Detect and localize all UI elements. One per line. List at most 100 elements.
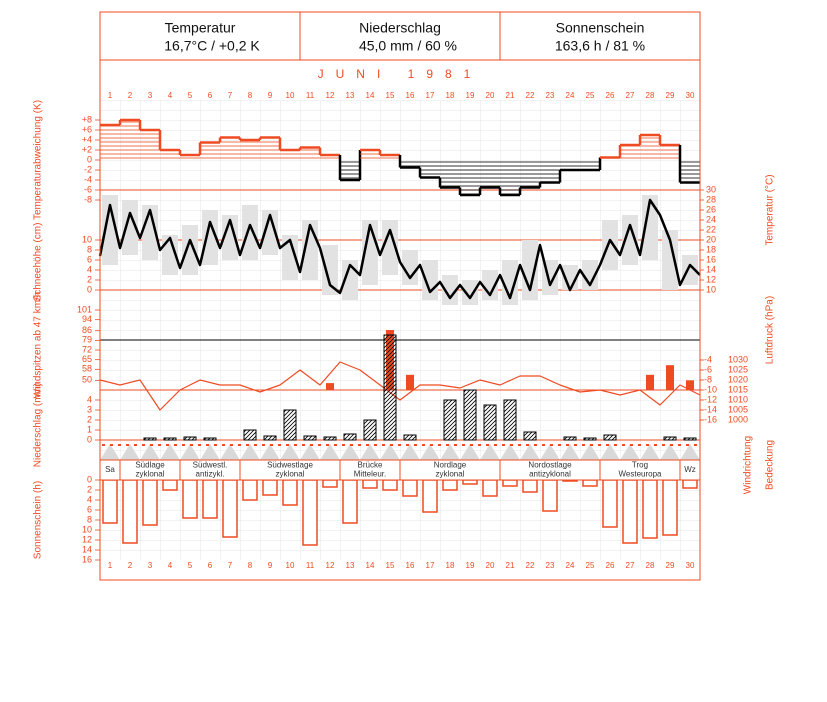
day-label: 24 [566,91,575,100]
deviation-bar [680,160,700,183]
deviation-bar [340,160,360,180]
sunshine-bar [582,479,598,487]
day-label: 9 [268,91,273,100]
temp-range [662,230,678,290]
y-tick-label: 1 [87,424,92,434]
temp-range [622,215,638,265]
y-tick-label: 2 [87,414,92,424]
sunshine-bar [442,479,458,491]
y-tick-label: 20 [706,234,716,244]
day-label: 14 [366,91,375,100]
temp-range [182,225,198,275]
sunshine-bar [402,479,418,497]
day-label: 13 [346,91,355,100]
deviation-bar [160,150,180,160]
temp-range [682,255,698,285]
precip-bar [163,437,177,441]
grid-paper [100,100,700,560]
y-tick-label: 72 [82,344,92,354]
day-label: 9 [268,561,273,570]
day-label: 21 [506,91,515,100]
y-tick-label: -6 [704,364,712,374]
gust-bar [686,380,694,390]
y-tick-label: 4 [87,264,92,274]
precip-bar [203,437,217,441]
deviation-bar [540,160,560,183]
y-tick-label: 0 [87,434,92,444]
right-label: Bedeckung [765,440,776,490]
header-value: 45,0 mm / 60 % [359,38,457,54]
weather-type-label: Südwestl. [193,461,228,470]
weather-type-label: Südwestlage [267,461,313,470]
precip-bar [343,433,357,441]
deviation-bar [200,142,220,160]
day-label: 18 [446,561,455,570]
deviation-bar [440,160,460,188]
precip-bar [503,399,517,441]
weather-type-label: antizykl. [196,470,225,479]
temp-range [442,275,458,305]
day-label: 1 [108,91,113,100]
y-tick-label: 0 [87,154,92,164]
day-label: 6 [208,91,213,100]
day-label: 27 [626,91,635,100]
sunshine-bar [202,479,218,519]
y-tick-label: 10 [82,524,92,534]
temp-range [422,260,438,300]
precip-bar [663,436,677,441]
axis-title: Temperatur (°C) [765,174,776,245]
sunshine-bar [362,479,378,489]
y-tick-label: 94 [82,314,92,324]
temp-range [282,235,298,280]
temp-range [522,240,538,300]
gust-bar [666,365,674,390]
sunshine-bar [542,479,558,512]
deviation-bar [620,145,640,160]
y-tick-label: 16 [82,554,92,564]
axis-title: Schneehöhe (cm) [33,223,44,302]
day-label: 26 [606,561,615,570]
day-label: 5 [188,91,193,100]
day-label: 24 [566,561,575,570]
precip-bar [303,435,317,441]
frame [99,11,701,581]
y-tick-label: 4 [87,394,92,404]
y-tick-label: 14 [706,264,716,274]
cloud-band [100,440,700,460]
day-label: 16 [406,561,415,570]
y-tick-label: 18 [706,244,716,254]
day-label: 23 [546,91,555,100]
sunshine-bar [522,479,538,493]
gust-bar [646,374,654,390]
weather-type-label: Mitteleur. [354,470,386,479]
day-label: 6 [208,561,213,570]
sunshine-bar [322,479,338,488]
weather-type-label: zyklonal [436,470,465,479]
y-tick-label: -12 [704,394,717,404]
y-tick-label: -16 [704,414,717,424]
day-label: 20 [486,91,495,100]
day-label: 21 [506,561,515,570]
precip-bar [363,419,377,441]
precip-bar [383,334,397,441]
y-tick-label: 10 [706,284,716,294]
y-tick-label: 1030 [728,354,748,364]
temp-range [162,235,178,275]
temp-range [642,195,658,260]
precip-bar [283,409,297,441]
y-tick-label: 10 [82,234,92,244]
precip-bar [463,389,477,441]
day-label: 22 [526,91,535,100]
day-label: 15 [386,561,395,570]
deviation-bar [380,155,400,160]
temp-range [582,260,598,290]
temp-range [482,270,498,300]
deviation-bar [660,145,680,160]
sunshine-bar [122,479,138,544]
y-tick-label: 0 [87,284,92,294]
sunshine-bar [502,479,518,487]
header-title: Niederschlag [359,20,441,36]
temp-range [122,200,138,255]
day-label: 2 [128,561,133,570]
precip-bar [143,437,157,441]
